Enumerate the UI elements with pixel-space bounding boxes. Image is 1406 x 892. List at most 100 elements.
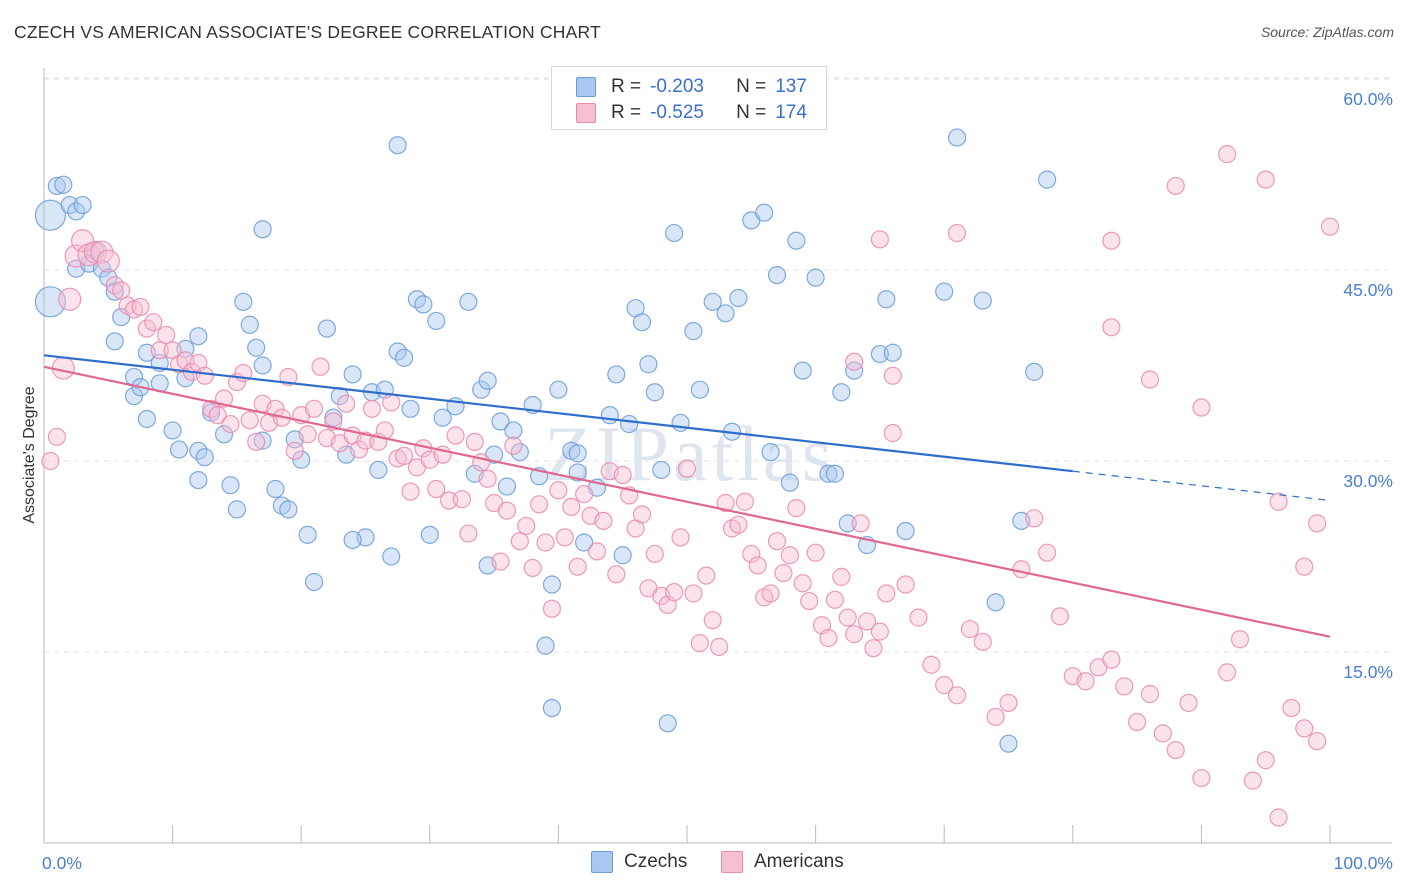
american-point — [742, 544, 761, 564]
american-point — [568, 557, 587, 576]
american-point — [491, 552, 510, 571]
czechs-trend-line — [43, 354, 1073, 473]
czech-point — [478, 371, 497, 390]
y-tick-label: 60.0% — [1343, 89, 1393, 109]
american-point — [1256, 170, 1275, 189]
american-point — [1295, 719, 1314, 738]
american-point — [1102, 231, 1121, 250]
legend-r-value-czechs: -0.203 — [650, 76, 704, 97]
american-point — [947, 223, 967, 243]
czech-point — [189, 327, 208, 346]
american-point — [1230, 630, 1250, 649]
american-point — [845, 625, 864, 644]
czech-point — [343, 365, 362, 384]
czech-point — [658, 714, 677, 733]
czech-point — [472, 380, 491, 399]
american-point — [999, 693, 1018, 713]
american-point — [857, 612, 877, 631]
american-point — [247, 432, 266, 451]
american-point — [478, 469, 497, 488]
american-point — [1127, 712, 1147, 732]
czech-point — [124, 386, 144, 406]
american-point — [587, 542, 607, 561]
czech-point — [253, 356, 272, 375]
american-point — [70, 229, 95, 253]
czech-point — [292, 450, 311, 469]
american-point — [697, 566, 716, 585]
american-point — [304, 399, 324, 418]
american-point — [1115, 677, 1134, 696]
american-point — [1269, 492, 1288, 511]
czech-point — [214, 425, 234, 444]
czech-point — [420, 525, 439, 544]
american-point — [530, 495, 549, 514]
czech-point — [195, 448, 214, 467]
czech-point — [459, 292, 478, 311]
czech-point — [986, 593, 1005, 612]
czech-point — [279, 500, 298, 519]
american-point — [575, 485, 594, 504]
american-point — [298, 425, 317, 444]
czech-point — [613, 546, 632, 565]
american-point — [240, 411, 259, 430]
american-point — [47, 427, 66, 446]
y-tick-label: 45.0% — [1343, 280, 1393, 300]
czech-point — [755, 203, 774, 222]
y-tick-label: 30.0% — [1343, 471, 1393, 491]
american-point — [607, 565, 626, 584]
american-point — [870, 230, 890, 249]
american-point — [144, 313, 163, 332]
czech-point — [761, 442, 780, 462]
czech-point — [825, 464, 844, 483]
american-point — [947, 686, 967, 705]
czech-point — [935, 282, 954, 301]
american-point — [1153, 724, 1172, 743]
american-point — [1295, 557, 1314, 576]
americans-legend-label: Americans — [754, 851, 844, 872]
legend-n-value-czechs: 137 — [775, 76, 807, 97]
american-point — [497, 501, 517, 520]
american-point — [83, 240, 108, 264]
american-point — [851, 514, 870, 533]
legend-r-label: R = — [611, 76, 642, 97]
chart-title: CZECH VS AMERICAN ASSOCIATE'S DEGREE COR… — [14, 22, 601, 42]
american-point — [1218, 663, 1237, 682]
czech-point — [266, 479, 285, 499]
american-point — [356, 431, 375, 450]
x-tick-label: 0.0% — [42, 853, 82, 873]
american-point — [1012, 560, 1031, 579]
american-point — [446, 426, 465, 445]
american-point — [748, 556, 767, 575]
legend-n-label: N = — [736, 102, 767, 123]
american-point — [703, 611, 722, 630]
american-point — [1192, 768, 1211, 788]
czech-point — [549, 380, 568, 399]
american-point — [64, 244, 88, 268]
czech-point — [1037, 170, 1057, 189]
bottom-legend-americans: Americans — [721, 851, 844, 873]
czechs-swatch — [576, 77, 596, 97]
american-point — [1308, 732, 1327, 751]
american-point — [1243, 771, 1262, 790]
legend-row-americans: R = -0.525 N = 174 — [576, 101, 807, 125]
american-point — [677, 459, 697, 478]
american-point — [710, 637, 729, 657]
czech-point — [568, 463, 587, 482]
czech-point — [253, 220, 272, 239]
american-point — [716, 493, 735, 513]
american-point — [58, 287, 82, 311]
american-point — [935, 676, 954, 695]
czech-point — [665, 223, 684, 243]
czechs-legend-label: Czechs — [624, 851, 688, 872]
czech-point — [575, 533, 594, 552]
czech-point — [703, 292, 722, 311]
czech-point — [883, 343, 902, 362]
american-point — [1037, 543, 1057, 562]
american-point — [1179, 693, 1198, 713]
american-point — [266, 399, 285, 418]
american-point — [1308, 514, 1327, 533]
legend-row-czechs: R = -0.203 N = 137 — [576, 75, 807, 99]
czech-point — [189, 471, 208, 490]
czech-point — [806, 268, 825, 287]
czech-point — [600, 406, 619, 425]
